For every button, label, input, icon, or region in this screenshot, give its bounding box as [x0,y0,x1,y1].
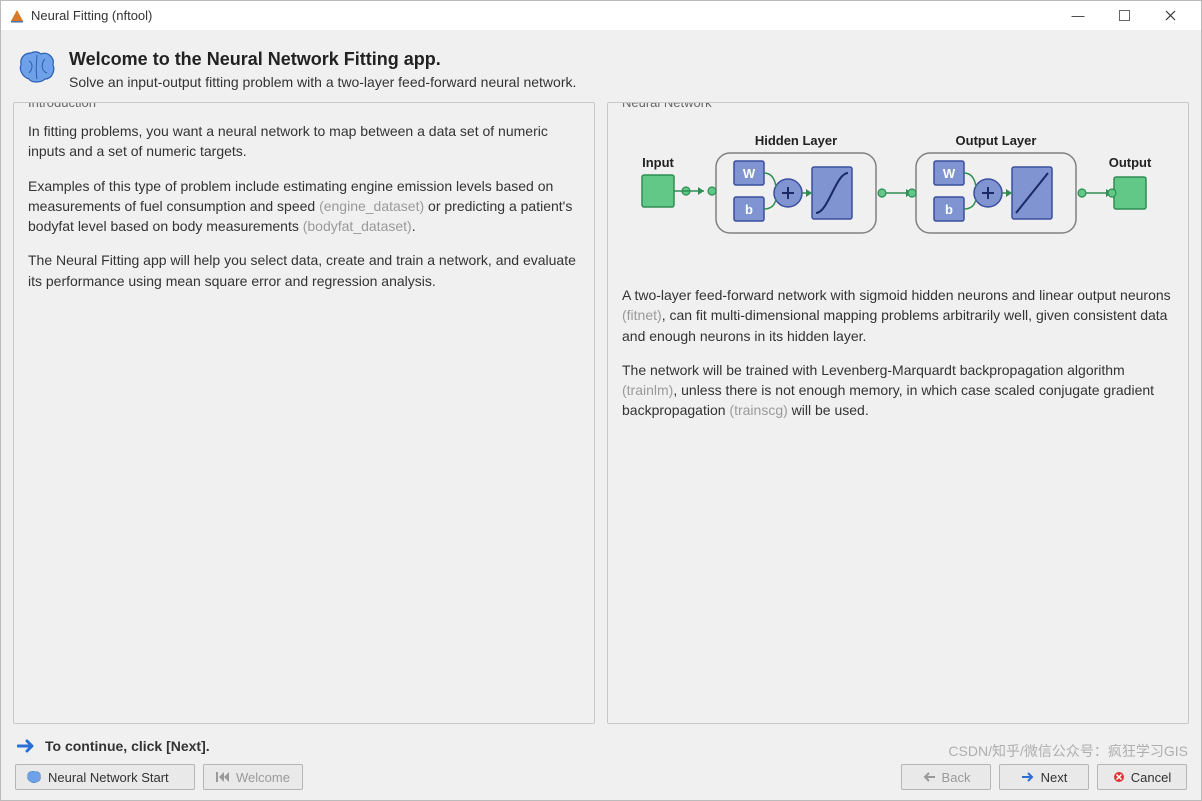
rewind-icon [216,771,230,783]
svg-text:Output Layer: Output Layer [956,133,1037,148]
svg-text:W: W [743,166,756,181]
close-button[interactable] [1147,1,1193,31]
maximize-button[interactable] [1101,1,1147,31]
footer: To continue, click [Next]. Neural Networ… [13,724,1189,800]
svg-text:Input: Input [642,155,674,170]
window-title: Neural Fitting (nftool) [31,8,1055,23]
engine-dataset-link[interactable]: (engine_dataset) [319,198,424,214]
next-button[interactable]: Next [999,764,1089,790]
svg-text:b: b [945,202,953,217]
titlebar: Neural Fitting (nftool) — [1,1,1201,31]
brain-small-icon [26,770,42,784]
minimize-button[interactable]: — [1055,1,1101,31]
neural-network-start-button[interactable]: Neural Network Start [15,764,195,790]
cancel-button[interactable]: Cancel [1097,764,1187,790]
brain-icon [17,49,57,85]
nn-paragraph-1: A two-layer feed-forward network with si… [622,285,1174,346]
introduction-legend: Introduction [24,102,100,113]
content-area: Welcome to the Neural Network Fitting ap… [1,31,1201,800]
network-diagram: Input Hidden Layer Wb Output Layer Wb Output [622,127,1174,257]
svg-text:b: b [745,202,753,217]
trainscg-link[interactable]: (trainscg) [729,402,787,418]
svg-text:Output: Output [1109,155,1152,170]
continue-hint: To continue, click [Next]. [15,734,1187,764]
fitnet-link[interactable]: (fitnet) [622,307,662,323]
button-row: Neural Network Start Welcome Back [15,764,1187,790]
introduction-panel: Introduction In fitting problems, you wa… [13,102,595,724]
welcome-button: Welcome [203,764,303,790]
trainlm-link[interactable]: (trainlm) [622,382,673,398]
panels: Introduction In fitting problems, you wa… [13,102,1189,724]
nn-legend: Neural Network [618,102,716,113]
nn-paragraph-2: The network will be trained with Levenbe… [622,360,1174,421]
back-icon [922,771,936,783]
page-subtitle: Solve an input-output fitting problem wi… [69,74,576,90]
page-header: Welcome to the Neural Network Fitting ap… [13,43,1189,102]
bodyfat-dataset-link[interactable]: (bodyfat_dataset) [303,218,412,234]
svg-text:Hidden Layer: Hidden Layer [755,133,837,148]
next-icon [1021,771,1035,783]
intro-paragraph-3: The Neural Fitting app will help you sel… [28,250,580,291]
svg-text:W: W [943,166,956,181]
cancel-icon [1113,771,1125,783]
intro-paragraph-2: Examples of this type of problem include… [28,176,580,237]
back-button: Back [901,764,991,790]
neural-network-panel: Neural Network Input Hidden Layer Wb Output… [607,102,1189,724]
arrow-right-icon [17,738,37,754]
page-title: Welcome to the Neural Network Fitting ap… [69,49,576,70]
intro-paragraph-1: In fitting problems, you want a neural n… [28,121,580,162]
app-icon [9,8,25,24]
